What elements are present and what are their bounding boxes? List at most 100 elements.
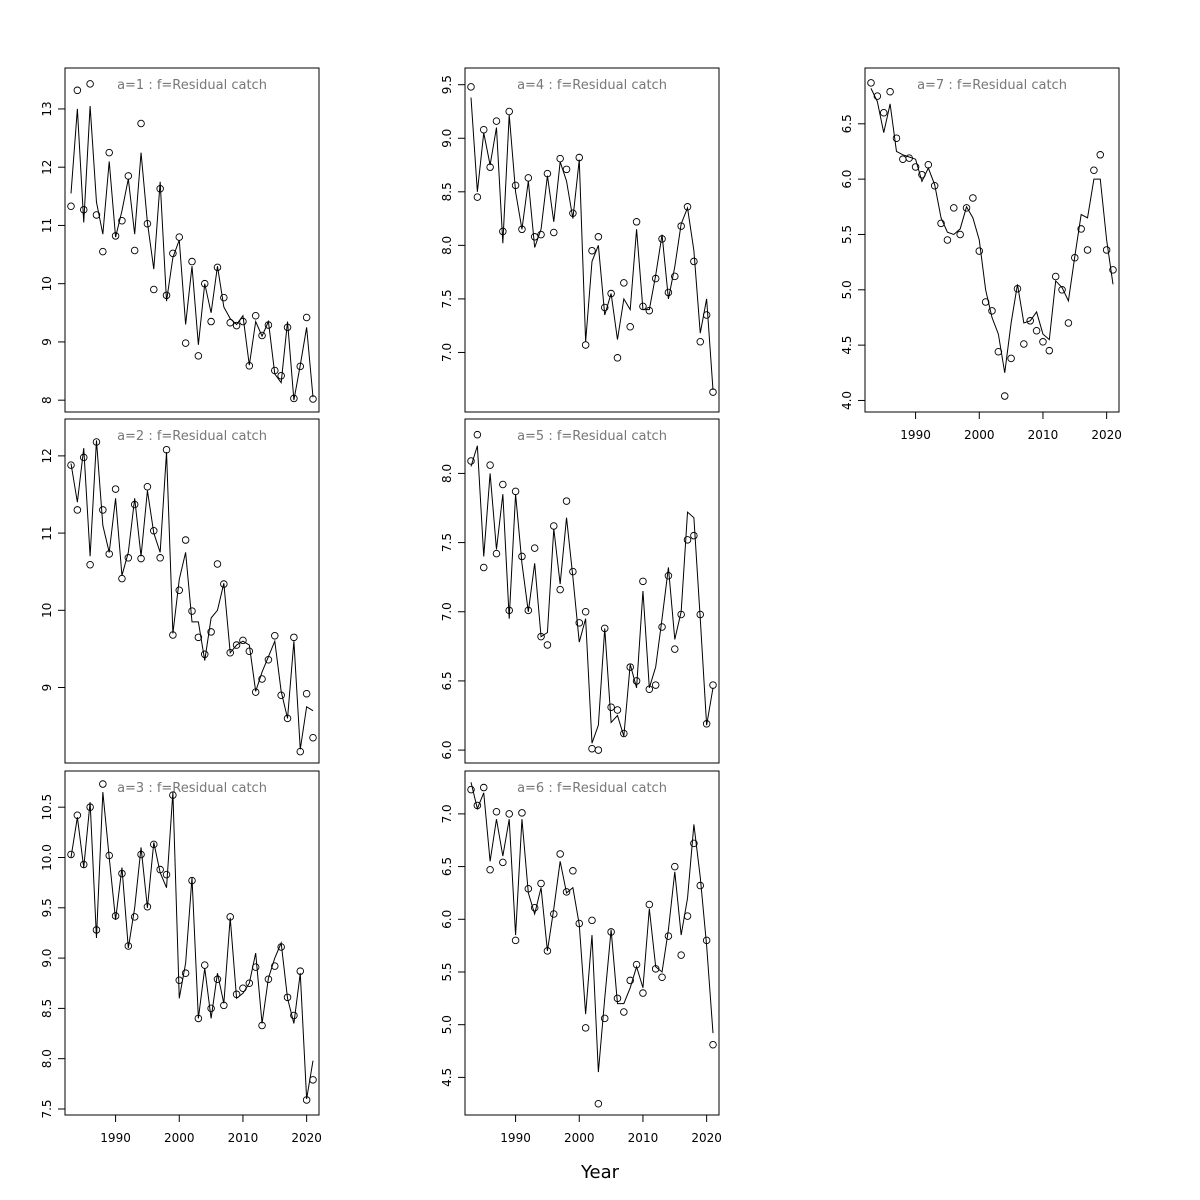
data-point: [188, 607, 196, 615]
panel-3: a=7 : f=Residual catch 4.0 4.5 5.0 5.5 6.0 6.5…: [840, 67, 1122, 442]
y-tick-label: 10: [40, 603, 54, 618]
data-point: [937, 219, 945, 228]
panel-title: a=5 : f=Residual catch: [517, 429, 667, 444]
data-point: [1058, 286, 1066, 294]
y-tick-label: 7.5: [40, 1099, 54, 1118]
data-point: [467, 457, 475, 465]
y-tick-label: 9.0: [40, 949, 54, 968]
panel-title: a=3 : f=Residual catch: [117, 781, 267, 796]
panels: a=1 : f=Residual catch 8 9 10 11 12 13 a=4 : f=…: [40, 67, 1122, 1145]
y-tick-label: 9: [40, 684, 54, 692]
data-point: [130, 913, 139, 921]
data-point: [626, 663, 634, 671]
y-tick-label: 7.5: [440, 289, 454, 308]
data-point: [137, 119, 145, 128]
data-point: [1096, 151, 1105, 159]
data-point: [467, 83, 475, 91]
y-tick-label: 8.5: [40, 999, 54, 1018]
data-point: [245, 979, 254, 987]
x-tick-label: 1990: [100, 1131, 131, 1145]
y-tick-label: 5.0: [440, 1015, 454, 1034]
y-tick-label: 8.5: [440, 182, 454, 201]
data-point: [550, 228, 558, 237]
y-tick-label: 4.5: [840, 336, 854, 355]
y-tick-label: 6.5: [440, 671, 454, 690]
data-point: [99, 780, 107, 788]
y-tick-label: 9.0: [440, 129, 454, 148]
y-tick-label: 5.5: [440, 962, 454, 981]
data-point: [239, 636, 247, 645]
data-point: [302, 313, 311, 322]
data-point: [1090, 166, 1098, 175]
panel-title: a=6 : f=Residual catch: [517, 781, 667, 796]
data-point: [511, 936, 520, 945]
data-point: [677, 951, 685, 959]
data-point: [600, 1014, 609, 1023]
data-point: [530, 544, 539, 552]
data-point: [613, 706, 622, 714]
data-point: [271, 962, 279, 970]
data-point: [690, 257, 698, 266]
data-point: [207, 317, 215, 326]
data-point: [181, 969, 190, 977]
data-point: [518, 809, 526, 817]
x-axis-title: Year: [580, 1162, 620, 1183]
data-point: [1077, 225, 1085, 233]
x-tick-label: 1990: [900, 428, 931, 442]
x-tick-label: 2020: [1091, 428, 1122, 442]
panel-5: a=5 : f=Residual catch 6.0 6.5 7.0 7.5 8.0: [440, 418, 720, 764]
data-point: [930, 182, 939, 190]
data-point: [492, 808, 501, 816]
data-point: [73, 506, 82, 514]
data-point: [594, 746, 603, 754]
data-point: [105, 148, 113, 157]
y-tick-label: 13: [40, 101, 54, 116]
panel-frame: [464, 67, 720, 413]
data-point: [620, 1008, 628, 1016]
data-point: [613, 354, 622, 362]
data-point: [118, 217, 126, 225]
y-tick-label: 12: [40, 448, 54, 463]
data-point: [588, 916, 596, 925]
data-point: [671, 272, 679, 281]
data-point: [530, 903, 539, 912]
data-point: [492, 549, 501, 558]
data-point: [194, 352, 203, 360]
y-tick-label: 5.5: [840, 225, 854, 244]
data-point: [581, 608, 590, 616]
y-tick-label: 7.0: [440, 343, 454, 362]
data-point: [524, 606, 533, 615]
data-point: [302, 689, 311, 698]
panel-frame: [464, 418, 720, 764]
series-line: [470, 782, 714, 1073]
data-point: [626, 323, 634, 331]
y-tick-label: 11: [40, 525, 54, 540]
data-point: [886, 87, 894, 96]
data-point: [264, 975, 273, 983]
series-line: [870, 88, 1114, 373]
data-point: [156, 554, 164, 562]
data-point: [569, 867, 577, 875]
y-tick-label: 10.0: [40, 844, 54, 871]
data-point: [620, 279, 628, 287]
data-point: [486, 461, 494, 469]
series-line: [470, 445, 714, 744]
y-tick-label: 11: [40, 218, 54, 233]
data-point: [86, 561, 94, 569]
data-point: [86, 80, 94, 88]
data-point: [588, 246, 596, 255]
data-point: [575, 619, 584, 627]
data-point: [620, 729, 628, 738]
data-point: [505, 810, 513, 818]
panel-title: a=1 : f=Residual catch: [117, 78, 267, 93]
data-point: [73, 86, 82, 95]
data-point: [1045, 346, 1054, 355]
y-tick-label: 4.5: [440, 1068, 454, 1087]
data-point: [658, 623, 666, 631]
y-tick-label: 8.0: [40, 1049, 54, 1068]
x-tick-label: 2010: [628, 1131, 659, 1145]
data-point: [79, 860, 88, 869]
y-tick-label: 6.0: [440, 741, 454, 760]
data-point: [258, 331, 266, 340]
